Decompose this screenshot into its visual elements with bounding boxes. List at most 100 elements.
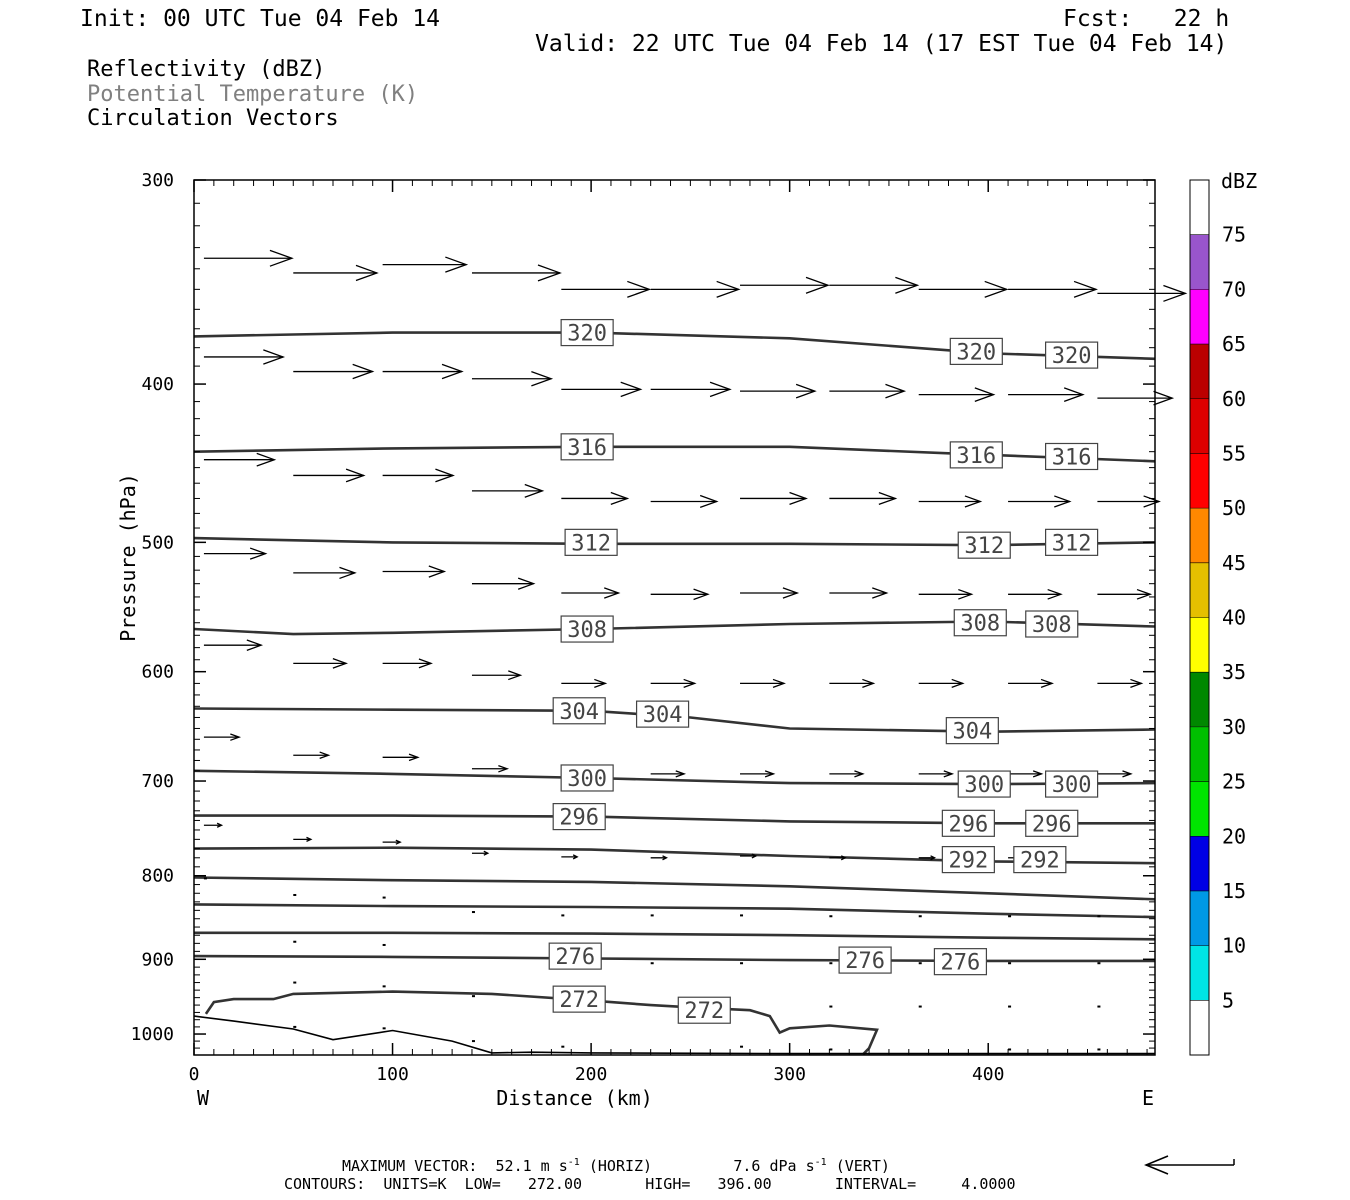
- contour-label-box: [560, 764, 614, 792]
- contour-label-308: 308: [960, 612, 1000, 637]
- vector-dot: [1097, 1005, 1101, 1008]
- vector-head: [1040, 678, 1054, 688]
- vector-arrow: [203, 822, 224, 828]
- vector-head: [230, 733, 242, 741]
- max-vert-value: 7.6 dPa s: [733, 1157, 815, 1175]
- vector-head: [716, 280, 741, 298]
- theta-contour-276: [193, 954, 1155, 963]
- vector-head: [930, 855, 937, 861]
- vector-dot: [382, 1027, 386, 1030]
- vector-arrow: [740, 678, 786, 688]
- vector-dot: [293, 893, 297, 896]
- contour-info-line: CONTOURS: UNITS=K LOW= 272.00 HIGH= 396.…: [284, 1175, 1016, 1193]
- contour-label-292: 292: [948, 849, 988, 874]
- horiz-exponent: -1: [567, 1157, 580, 1168]
- vector-head: [1136, 588, 1153, 600]
- theta-contour-292: [193, 846, 1156, 865]
- vector-head: [537, 264, 562, 282]
- x-tick-label: 400: [972, 1064, 1005, 1085]
- y-axis-label: Pressure (hPa): [116, 473, 140, 642]
- contour-label-292: 292: [1020, 849, 1060, 874]
- contour-label-box: [552, 985, 606, 1013]
- vector-arrow: [471, 264, 562, 282]
- theta-contour-300: [193, 769, 1156, 786]
- contour-label-296: 296: [948, 812, 988, 837]
- vector-head: [1153, 390, 1175, 406]
- vector-head: [445, 256, 469, 273]
- y-tick-label: 800: [141, 866, 174, 887]
- vector-arrow: [471, 850, 490, 856]
- y-tick-label: 700: [141, 771, 174, 792]
- vector-arrow: [203, 639, 264, 651]
- contour-label-box: [941, 846, 995, 874]
- vector-head: [964, 495, 983, 508]
- y-tick-label: 500: [141, 532, 174, 553]
- vector-head: [1063, 387, 1085, 402]
- vector-head: [1130, 678, 1144, 688]
- vector-arrow: [1008, 387, 1085, 402]
- vector-arrow: [650, 855, 668, 861]
- reference-vector-arrow-icon: [1144, 1155, 1235, 1175]
- vector-head: [895, 276, 920, 294]
- vector-head: [319, 751, 331, 760]
- vector-dot: [471, 1040, 475, 1043]
- contour-label-box: [1025, 610, 1079, 638]
- vector-arrow: [1097, 770, 1133, 778]
- y-tick-label: 400: [141, 374, 174, 395]
- y-tick-label: 1000: [131, 1024, 174, 1045]
- vector-arrow: [203, 547, 268, 560]
- vector-head: [772, 678, 786, 688]
- contour-label-276: 276: [845, 949, 885, 974]
- vector-head: [263, 349, 286, 365]
- contour-label-316: 316: [1052, 445, 1092, 470]
- vector-head: [1143, 495, 1161, 508]
- vector-arrow: [918, 678, 965, 688]
- contour-label-box: [1013, 846, 1067, 874]
- contour-label-276: 276: [555, 945, 595, 970]
- colorbar-segment: [1190, 617, 1209, 673]
- theta-contour-288: [193, 876, 1156, 901]
- vector-dot: [829, 1048, 833, 1051]
- vector-arrow: [561, 381, 643, 398]
- vector-arrow: [740, 491, 808, 506]
- vector-dot: [203, 877, 207, 880]
- horiz-tag: (HORIZ): [588, 1157, 653, 1175]
- vector-head: [345, 468, 366, 483]
- init-time: Init: 00 UTC Tue 04 Feb 14: [80, 6, 441, 32]
- vector-arrow: [829, 678, 876, 688]
- contour-label-box: [1045, 341, 1099, 369]
- contour-label-box: [560, 615, 614, 643]
- vector-arrow: [382, 468, 455, 483]
- contour-label-box: [933, 948, 988, 976]
- contour-label-312: 312: [964, 534, 1004, 559]
- vector-head: [795, 383, 817, 399]
- vector-head: [256, 452, 277, 467]
- vector-head: [675, 770, 687, 778]
- vector-head: [620, 381, 643, 398]
- colorbar-label: 50: [1222, 496, 1246, 520]
- vector-arrow: [561, 678, 608, 688]
- plot-frame: [193, 179, 1156, 1056]
- vector-dot: [1008, 1048, 1012, 1051]
- vector-head: [428, 565, 447, 578]
- contour-label-320: 320: [567, 322, 607, 347]
- contour-label-296: 296: [559, 806, 599, 831]
- colorbar-label: 15: [1222, 879, 1246, 903]
- vector-arrow: [650, 588, 710, 601]
- vector-head: [840, 855, 847, 861]
- vector-arrow: [650, 381, 732, 398]
- vector-head: [958, 588, 974, 600]
- y-tick-label: 900: [141, 949, 174, 970]
- vector-head: [483, 850, 490, 856]
- vector-head: [306, 836, 313, 842]
- vector-dot: [650, 962, 654, 965]
- vector-arrow: [561, 491, 630, 506]
- vector-dot: [740, 1045, 744, 1048]
- vector-dot: [1008, 962, 1012, 965]
- west-label: W: [197, 1086, 210, 1110]
- vector-head: [395, 839, 402, 845]
- contour-label-304: 304: [559, 700, 599, 725]
- vert-exponent: -1: [814, 1157, 827, 1168]
- colorbar-segment: [1190, 234, 1209, 290]
- vector-head: [498, 764, 510, 773]
